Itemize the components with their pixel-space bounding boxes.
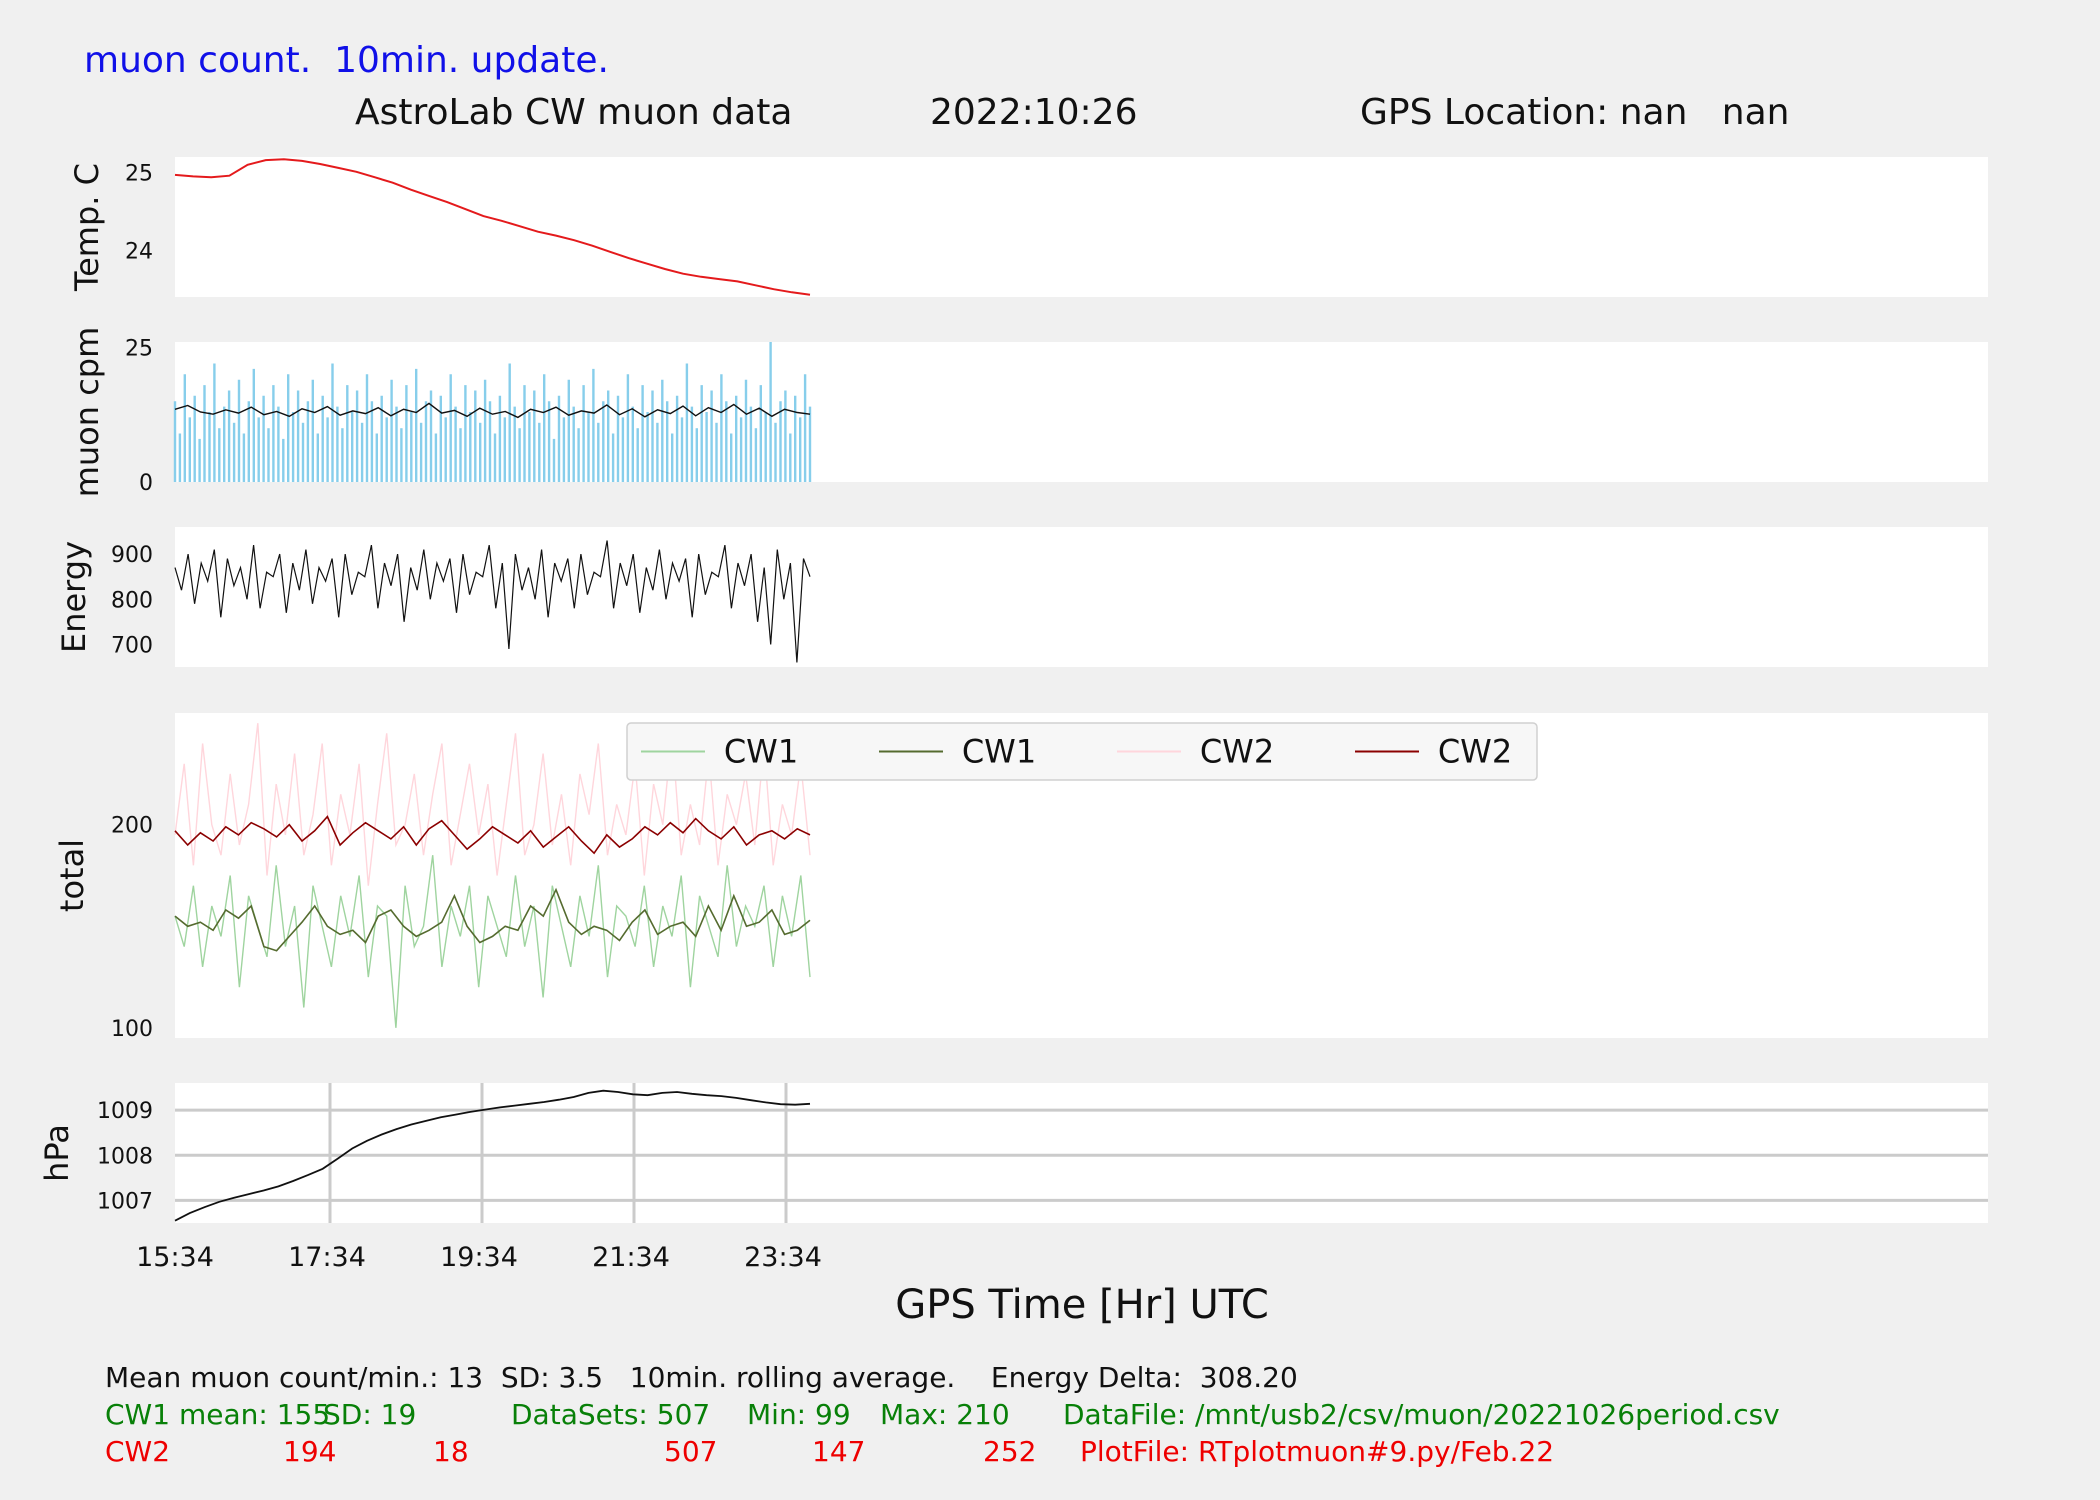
cw2-mean: 194	[283, 1435, 337, 1468]
xtick-21-34: 21:34	[592, 1242, 670, 1273]
ylabel-muon_cpm: muon cpm	[68, 327, 106, 498]
cpm-rolling-average-line	[174, 402, 811, 419]
x-axis-label: GPS Time [Hr] UTC	[895, 1282, 1269, 1328]
ylabel-temperature: Temp. C	[68, 163, 106, 292]
cw2-label: CW2	[105, 1435, 171, 1468]
ytick-energy-700: 700	[111, 633, 153, 658]
update-note: muon count. 10min. update.	[84, 40, 609, 81]
pressure-line	[174, 1089, 811, 1222]
cw1-max: Max: 210	[880, 1398, 1010, 1431]
ytick-muon_cpm-25: 25	[125, 336, 153, 361]
ytick-pressure-1008: 1008	[97, 1144, 153, 1169]
ylabel-energy: Energy	[55, 541, 93, 653]
ylabel-pressure: hPa	[38, 1124, 76, 1182]
panel-energy	[175, 527, 1988, 667]
legend-label-3: CW2	[1200, 733, 1274, 771]
cw2-sd: 18	[433, 1435, 469, 1468]
cw1-datasets: DataSets: 507	[511, 1398, 711, 1431]
total-legend	[626, 722, 1538, 781]
energy-line	[174, 540, 811, 663]
ytick-pressure-1009: 1009	[97, 1099, 153, 1124]
cw2-datasets: 507	[664, 1435, 718, 1468]
ytick-temperature-24: 24	[125, 239, 153, 264]
xtick-23-34: 23:34	[744, 1242, 822, 1273]
legend-label-1: CW1	[724, 733, 798, 771]
chart-date: 2022:10:26	[930, 92, 1138, 133]
cw1-raw-line	[174, 855, 811, 1028]
chart-title: AstroLab CW muon data	[355, 92, 793, 133]
cw2-average-line	[174, 815, 811, 855]
legend-label-2: CW1	[962, 733, 1036, 771]
temperature-line	[174, 158, 811, 296]
ytick-muon_cpm-0: 0	[139, 471, 153, 496]
cw1-sd: SD: 19	[323, 1398, 417, 1431]
footer-summary: Mean muon count/min.: 13 SD: 3.5 10min. …	[105, 1361, 1298, 1394]
ytick-temperature-25: 25	[125, 162, 153, 187]
xtick-15-34: 15:34	[136, 1242, 214, 1273]
ytick-energy-800: 800	[111, 588, 153, 613]
ytick-energy-900: 900	[111, 543, 153, 568]
gps-location: GPS Location: nan nan	[1360, 92, 1790, 133]
panel-muon_cpm	[175, 342, 1988, 482]
ylabel-total: total	[53, 839, 91, 912]
cw1-average-line	[174, 887, 811, 952]
cw2-max: 252	[983, 1435, 1037, 1468]
xtick-17-34: 17:34	[288, 1242, 366, 1273]
cw1-mean: CW1 mean: 155	[105, 1398, 331, 1431]
xtick-19-34: 19:34	[440, 1242, 518, 1273]
panel-pressure	[175, 1083, 1988, 1223]
cw1-min: Min: 99	[747, 1398, 851, 1431]
datafile-path: DataFile: /mnt/usb2/csv/muon/20221026per…	[1063, 1398, 1780, 1431]
ytick-total-200: 200	[111, 814, 153, 839]
ytick-total-100: 100	[111, 1017, 153, 1042]
cw2-raw-line	[174, 723, 811, 886]
plotfile-name: PlotFile: RTplotmuon#9.py/Feb.22	[1080, 1435, 1555, 1468]
ytick-pressure-1007: 1007	[97, 1189, 153, 1214]
legend-label-4: CW2	[1438, 733, 1512, 771]
cw2-min: 147	[812, 1435, 866, 1468]
panel-temperature	[175, 157, 1988, 297]
